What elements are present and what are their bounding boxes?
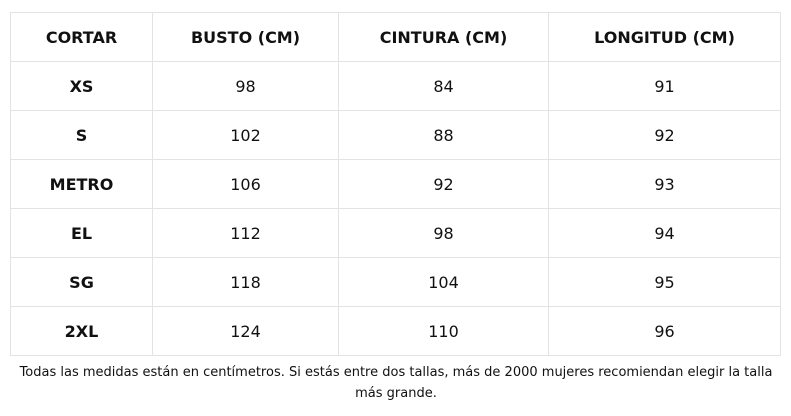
measure-cell: 124	[152, 306, 339, 356]
table-row: XS 98 84 91	[10, 61, 781, 111]
size-cell: 2XL	[10, 306, 153, 356]
header-row: CORTAR BUSTO (CM) CINTURA (CM) LONGITUD (CM…	[10, 12, 781, 62]
table-row: EL 112 98 94	[10, 208, 781, 258]
size-cell: XS	[10, 61, 153, 111]
header-cell: CINTURA (CM)	[338, 12, 549, 62]
table-row: METRO 106 92 93	[10, 159, 781, 209]
measure-cell: 96	[548, 306, 781, 356]
size-cell: SG	[10, 257, 153, 307]
size-cell: EL	[10, 208, 153, 258]
measure-cell: 110	[338, 306, 549, 356]
measure-cell: 106	[152, 159, 339, 209]
footnote: Todas las medidas están en centímetros. …	[19, 365, 773, 401]
measure-cell: 94	[548, 208, 781, 258]
header-cell: LONGITUD (CM)	[548, 12, 781, 62]
header-cell: CORTAR	[10, 12, 153, 62]
size-cell: S	[10, 110, 153, 160]
measure-cell: 112	[152, 208, 339, 258]
size-cell: METRO	[10, 159, 153, 209]
measure-cell: 91	[548, 61, 781, 111]
measure-cell: 92	[338, 159, 549, 209]
measure-cell: 102	[152, 110, 339, 160]
measure-cell: 104	[338, 257, 549, 307]
table-row: S 102 88 92	[10, 110, 781, 160]
measure-cell: 88	[338, 110, 549, 160]
table-row: SG 118 104 95	[10, 257, 781, 307]
measure-cell: 92	[548, 110, 781, 160]
measure-cell: 98	[152, 61, 339, 111]
table-row: 2XL 124 110 96	[10, 306, 781, 356]
measure-cell: 98	[338, 208, 549, 258]
measure-cell: 95	[548, 257, 781, 307]
measure-cell: 93	[548, 159, 781, 209]
header-cell: BUSTO (CM)	[152, 12, 339, 62]
measure-cell: 118	[152, 257, 339, 307]
table-body: XS 98 84 91 S 102 88 92 METRO 106 92 93 EL 112 98 94 SG 1…	[10, 61, 781, 356]
measure-cell: 84	[338, 61, 549, 111]
size-table: CORTAR BUSTO (CM) CINTURA (CM) LONGITUD (CM…	[10, 12, 781, 356]
